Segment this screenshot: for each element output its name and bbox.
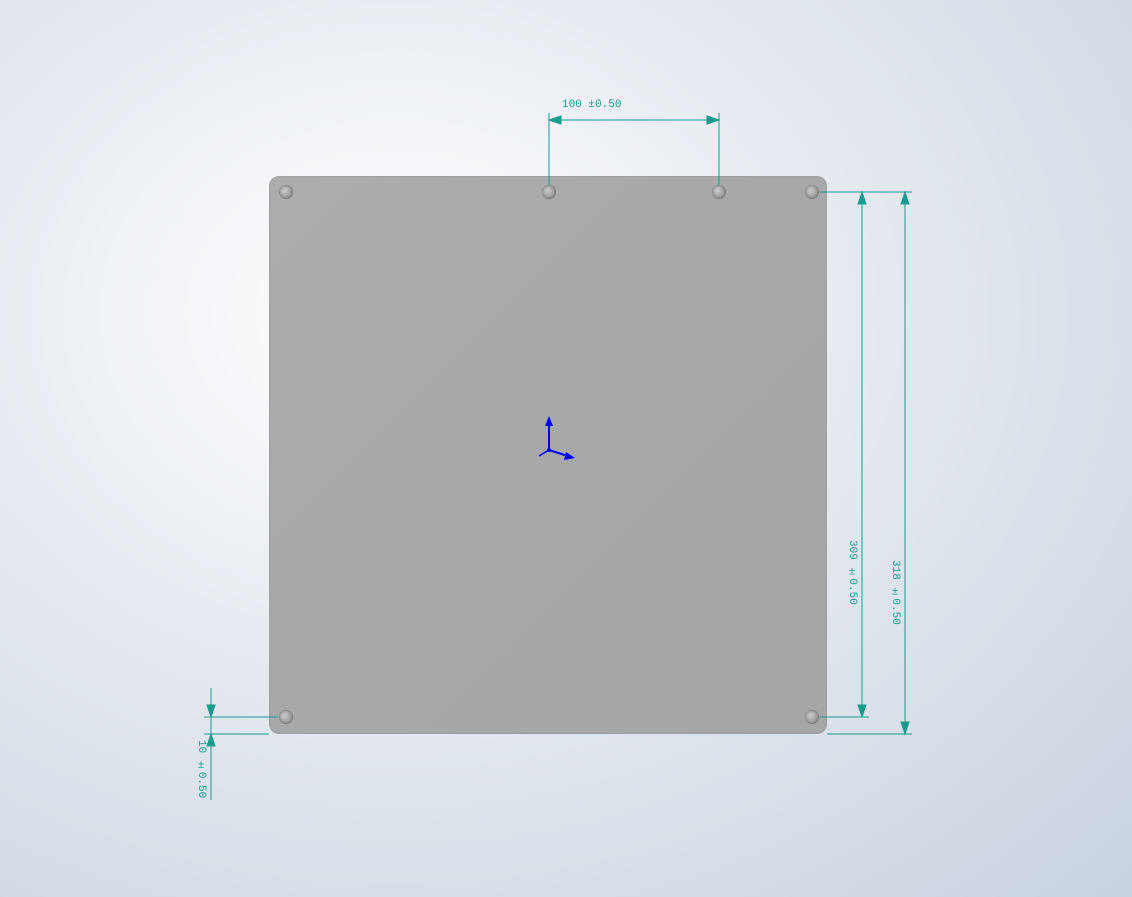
- cad-viewport[interactable]: 100 ±0.50 309 ±0.50 318 ±0.50 10 ±0.50: [0, 0, 1132, 897]
- hole-bottom-left[interactable]: [279, 710, 293, 724]
- plate-part[interactable]: [269, 176, 827, 734]
- dim-right-outer-text: 318 ±0.50: [889, 560, 901, 625]
- dim-right-inner-text: 309 ±0.50: [846, 540, 858, 605]
- hole-top-right[interactable]: [805, 185, 819, 199]
- hole-bottom-right[interactable]: [805, 710, 819, 724]
- dim-top-text: 100 ±0.50: [562, 99, 621, 111]
- hole-top-mid-right[interactable]: [712, 185, 726, 199]
- hole-top-left[interactable]: [279, 185, 293, 199]
- hole-top-mid-left[interactable]: [542, 185, 556, 199]
- dim-left-text: 10 ±0.50: [195, 740, 207, 798]
